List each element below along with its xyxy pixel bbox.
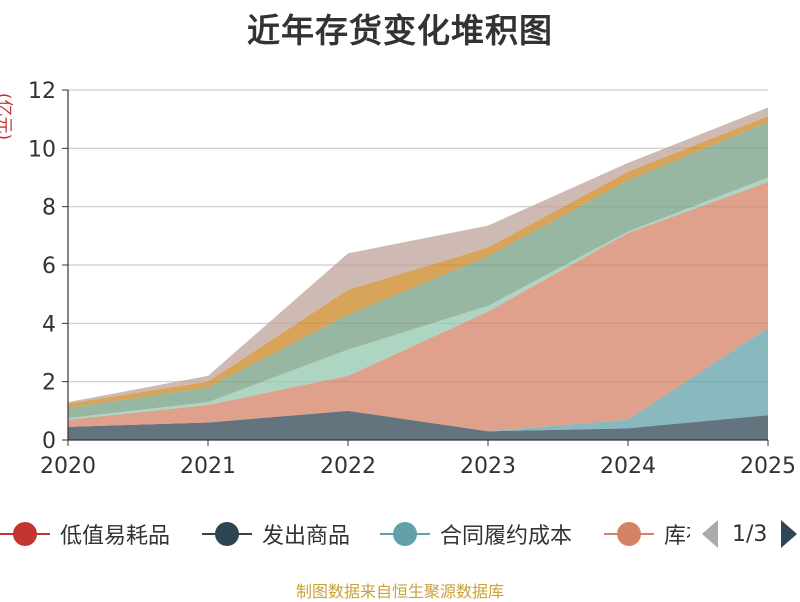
legend-item-1[interactable]: 低值易耗品 — [0, 514, 170, 554]
legend-label: 低值易耗品 — [60, 524, 171, 549]
legend-prev-page-icon[interactable] — [702, 520, 718, 548]
y-tick-label: 6 — [42, 254, 56, 279]
legend-item-2[interactable]: 发出商品 — [202, 514, 350, 554]
legend-label: 合同履约成本 — [440, 524, 573, 549]
legend-item-4[interactable]: 库存商品 — [604, 514, 690, 554]
y-tick-label: 10 — [28, 137, 56, 162]
legend-page-indicator: 1/3 — [732, 521, 768, 547]
area-series-2[interactable] — [68, 410, 768, 440]
x-tick-label: 2021 — [180, 454, 236, 479]
axis-layer: 0 2 4 6 8 10 12 2020 2021 2022 2023 2024 2025 — [28, 79, 796, 479]
x-tick-label: 2025 — [740, 454, 796, 479]
legend: 低值易耗品 发出商品 合同履约成本 库存商品 1/3 — [0, 514, 800, 554]
legend-next-page-icon[interactable] — [781, 520, 798, 548]
y-tick-label: 4 — [42, 312, 56, 337]
area-series-3[interactable] — [68, 327, 768, 432]
legend-swatch-dot — [393, 522, 417, 546]
y-tick-label: 0 — [42, 429, 56, 454]
legend-item-3[interactable]: 合同履约成本 — [380, 514, 572, 554]
data-source-note: 制图数据来自恒生聚源数据库 — [295, 582, 504, 601]
x-tick-label: 2022 — [320, 454, 376, 479]
legend-items: 低值易耗品 发出商品 合同履约成本 库存商品 — [0, 514, 690, 554]
area-layer — [68, 107, 768, 440]
area-series-7[interactable] — [68, 116, 768, 408]
legend-swatch-line — [380, 522, 430, 546]
chart-title: 近年存货变化堆积图 — [247, 11, 553, 50]
y-tick-label: 8 — [42, 196, 56, 221]
x-tick-label: 2020 — [40, 454, 96, 479]
legend-swatch-dot — [13, 522, 37, 546]
area-series-8[interactable] — [68, 107, 768, 404]
y-tick-label: 2 — [42, 371, 56, 396]
legend-swatch-dot — [215, 522, 239, 546]
x-tick-label: 2024 — [600, 454, 656, 479]
legend-swatch-line — [202, 522, 252, 546]
y-tick-label: 12 — [28, 79, 56, 104]
legend-label: 发出商品 — [262, 524, 351, 549]
legend-swatch-line — [0, 522, 50, 546]
x-tick-label: 2023 — [460, 454, 516, 479]
area-series-4[interactable] — [68, 181, 768, 432]
legend-pager: 1/3 — [702, 514, 798, 554]
legend-swatch-dot — [617, 522, 641, 546]
legend-swatch-line — [604, 522, 654, 546]
legend-label: 库存商品 — [664, 524, 690, 549]
area-series-6[interactable] — [68, 122, 768, 419]
